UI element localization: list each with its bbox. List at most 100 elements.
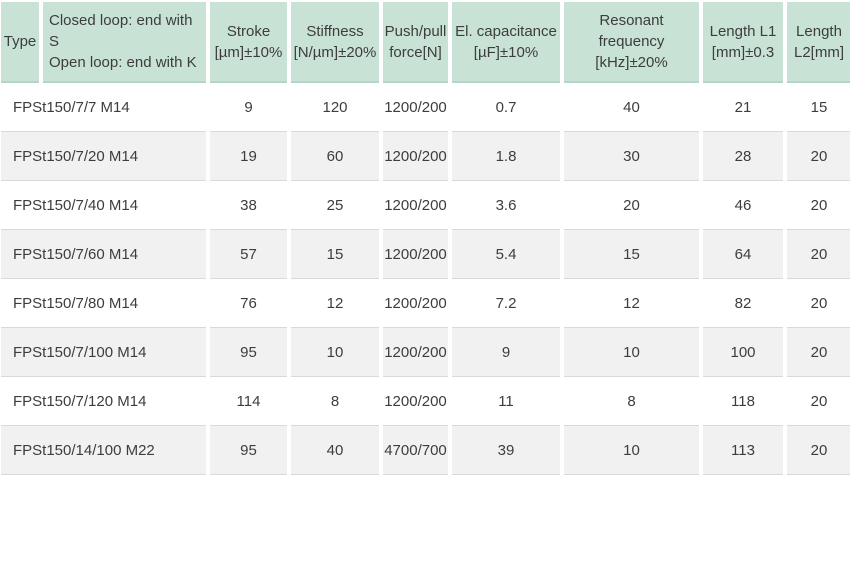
cell-length-l1: 46 <box>703 181 783 230</box>
header-label: Resonant frequency <box>598 12 665 50</box>
cell-type: FPSt150/7/120 M14 <box>1 377 206 426</box>
cell-stiffness: 25 <box>291 181 379 230</box>
cell-stroke: 95 <box>210 426 287 475</box>
cell-el-capacitance: 7.2 <box>452 279 560 328</box>
cell-el-capacitance: 9 <box>452 328 560 377</box>
cell-length-l2: 20 <box>787 230 850 279</box>
cell-push-pull-force: 1200/200 <box>383 328 448 377</box>
table-row: FPSt150/7/80 M14 76 12 1200/200 7.2 12 8… <box>1 279 850 328</box>
header-label: Push/pull <box>384 22 447 40</box>
spec-table: Type Closed loop: end with S Open loop: … <box>0 2 850 475</box>
cell-el-capacitance: 39 <box>452 426 560 475</box>
cell-length-l1: 21 <box>703 83 783 132</box>
header-label: Stroke <box>226 22 271 40</box>
header-cell-stiffness: Stiffness [N/µm]±20% <box>291 2 379 83</box>
table-row: FPSt150/7/120 M14 114 8 1200/200 11 8 11… <box>1 377 850 426</box>
header-label: [mm]±0.3 <box>711 43 775 61</box>
header-label: [µm]±10% <box>214 43 283 61</box>
cell-resonant-frequency: 10 <box>564 426 699 475</box>
header-cell-stroke: Stroke [µm]±10% <box>210 2 287 83</box>
header-label: Length L1 <box>709 22 777 40</box>
cell-length-l2: 20 <box>787 279 850 328</box>
cell-stroke: 95 <box>210 328 287 377</box>
header-cell-length-l2: Length L2[mm] <box>787 2 850 83</box>
table-row: FPSt150/7/100 M14 95 10 1200/200 9 10 10… <box>1 328 850 377</box>
cell-stiffness: 15 <box>291 230 379 279</box>
cell-stroke: 9 <box>210 83 287 132</box>
cell-resonant-frequency: 30 <box>564 132 699 181</box>
cell-resonant-frequency: 12 <box>564 279 699 328</box>
header-cell-length-l1: Length L1 [mm]±0.3 <box>703 2 783 83</box>
cell-stroke: 114 <box>210 377 287 426</box>
cell-push-pull-force: 1200/200 <box>383 377 448 426</box>
cell-push-pull-force: 4700/700 <box>383 426 448 475</box>
table-row: FPSt150/14/100 M22 95 40 4700/700 39 10 … <box>1 426 850 475</box>
cell-type: FPSt150/14/100 M22 <box>1 426 206 475</box>
cell-type: FPSt150/7/40 M14 <box>1 181 206 230</box>
header-label: Closed loop: end with S <box>49 12 193 50</box>
cell-push-pull-force: 1200/200 <box>383 230 448 279</box>
table-row: FPSt150/7/20 M14 19 60 1200/200 1.8 30 2… <box>1 132 850 181</box>
cell-length-l1: 118 <box>703 377 783 426</box>
cell-type: FPSt150/7/60 M14 <box>1 230 206 279</box>
cell-length-l1: 82 <box>703 279 783 328</box>
header-label: [N/µm]±20% <box>293 43 377 61</box>
cell-stiffness: 40 <box>291 426 379 475</box>
cell-length-l2: 20 <box>787 377 850 426</box>
cell-length-l1: 100 <box>703 328 783 377</box>
cell-el-capacitance: 5.4 <box>452 230 560 279</box>
cell-el-capacitance: 3.6 <box>452 181 560 230</box>
cell-type: FPSt150/7/20 M14 <box>1 132 206 181</box>
cell-resonant-frequency: 15 <box>564 230 699 279</box>
table-row: FPSt150/7/60 M14 57 15 1200/200 5.4 15 6… <box>1 230 850 279</box>
header-label: [µF]±10% <box>473 43 539 61</box>
cell-el-capacitance: 0.7 <box>452 83 560 132</box>
cell-stroke: 38 <box>210 181 287 230</box>
cell-length-l2: 20 <box>787 426 850 475</box>
cell-type: FPSt150/7/100 M14 <box>1 328 206 377</box>
cell-push-pull-force: 1200/200 <box>383 181 448 230</box>
header-label: Length <box>796 22 842 40</box>
cell-resonant-frequency: 20 <box>564 181 699 230</box>
header-row: Type Closed loop: end with S Open loop: … <box>1 2 850 83</box>
cell-el-capacitance: 1.8 <box>452 132 560 181</box>
header-cell-el-capacitance: El. capacitance [µF]±10% <box>452 2 560 83</box>
cell-push-pull-force: 1200/200 <box>383 83 448 132</box>
header-cell-type: Type <box>1 2 39 83</box>
cell-stiffness: 60 <box>291 132 379 181</box>
cell-length-l2: 20 <box>787 132 850 181</box>
cell-stiffness: 12 <box>291 279 379 328</box>
header-label: Stiffness <box>306 22 364 40</box>
cell-length-l1: 64 <box>703 230 783 279</box>
header-label: [kHz]±20% <box>595 54 668 71</box>
cell-stroke: 57 <box>210 230 287 279</box>
table-body: FPSt150/7/7 M14 9 120 1200/200 0.7 40 21… <box>1 83 850 475</box>
header-label: Open loop: end with K <box>49 54 197 71</box>
header-cell-loop-mode: Closed loop: end with S Open loop: end w… <box>43 2 206 83</box>
header-cell-push-pull-force: Push/pull force[N] <box>383 2 448 83</box>
table-row: FPSt150/7/7 M14 9 120 1200/200 0.7 40 21… <box>1 83 850 132</box>
header-label: El. capacitance <box>455 22 557 40</box>
cell-resonant-frequency: 10 <box>564 328 699 377</box>
cell-length-l2: 20 <box>787 328 850 377</box>
header-label: force[N] <box>389 43 442 61</box>
cell-length-l2: 15 <box>787 83 850 132</box>
header-label: L2[mm] <box>793 43 844 61</box>
cell-el-capacitance: 11 <box>452 377 560 426</box>
cell-resonant-frequency: 8 <box>564 377 699 426</box>
cell-type: FPSt150/7/80 M14 <box>1 279 206 328</box>
header-cell-resonant-frequency: Resonant frequency [kHz]±20% <box>564 2 699 83</box>
cell-push-pull-force: 1200/200 <box>383 279 448 328</box>
cell-length-l1: 28 <box>703 132 783 181</box>
header-label: Type <box>3 33 37 50</box>
cell-push-pull-force: 1200/200 <box>383 132 448 181</box>
cell-resonant-frequency: 40 <box>564 83 699 132</box>
cell-length-l2: 20 <box>787 181 850 230</box>
cell-stiffness: 8 <box>291 377 379 426</box>
cell-stiffness: 120 <box>291 83 379 132</box>
table-header: Type Closed loop: end with S Open loop: … <box>1 2 850 83</box>
cell-type: FPSt150/7/7 M14 <box>1 83 206 132</box>
cell-stroke: 19 <box>210 132 287 181</box>
cell-stiffness: 10 <box>291 328 379 377</box>
